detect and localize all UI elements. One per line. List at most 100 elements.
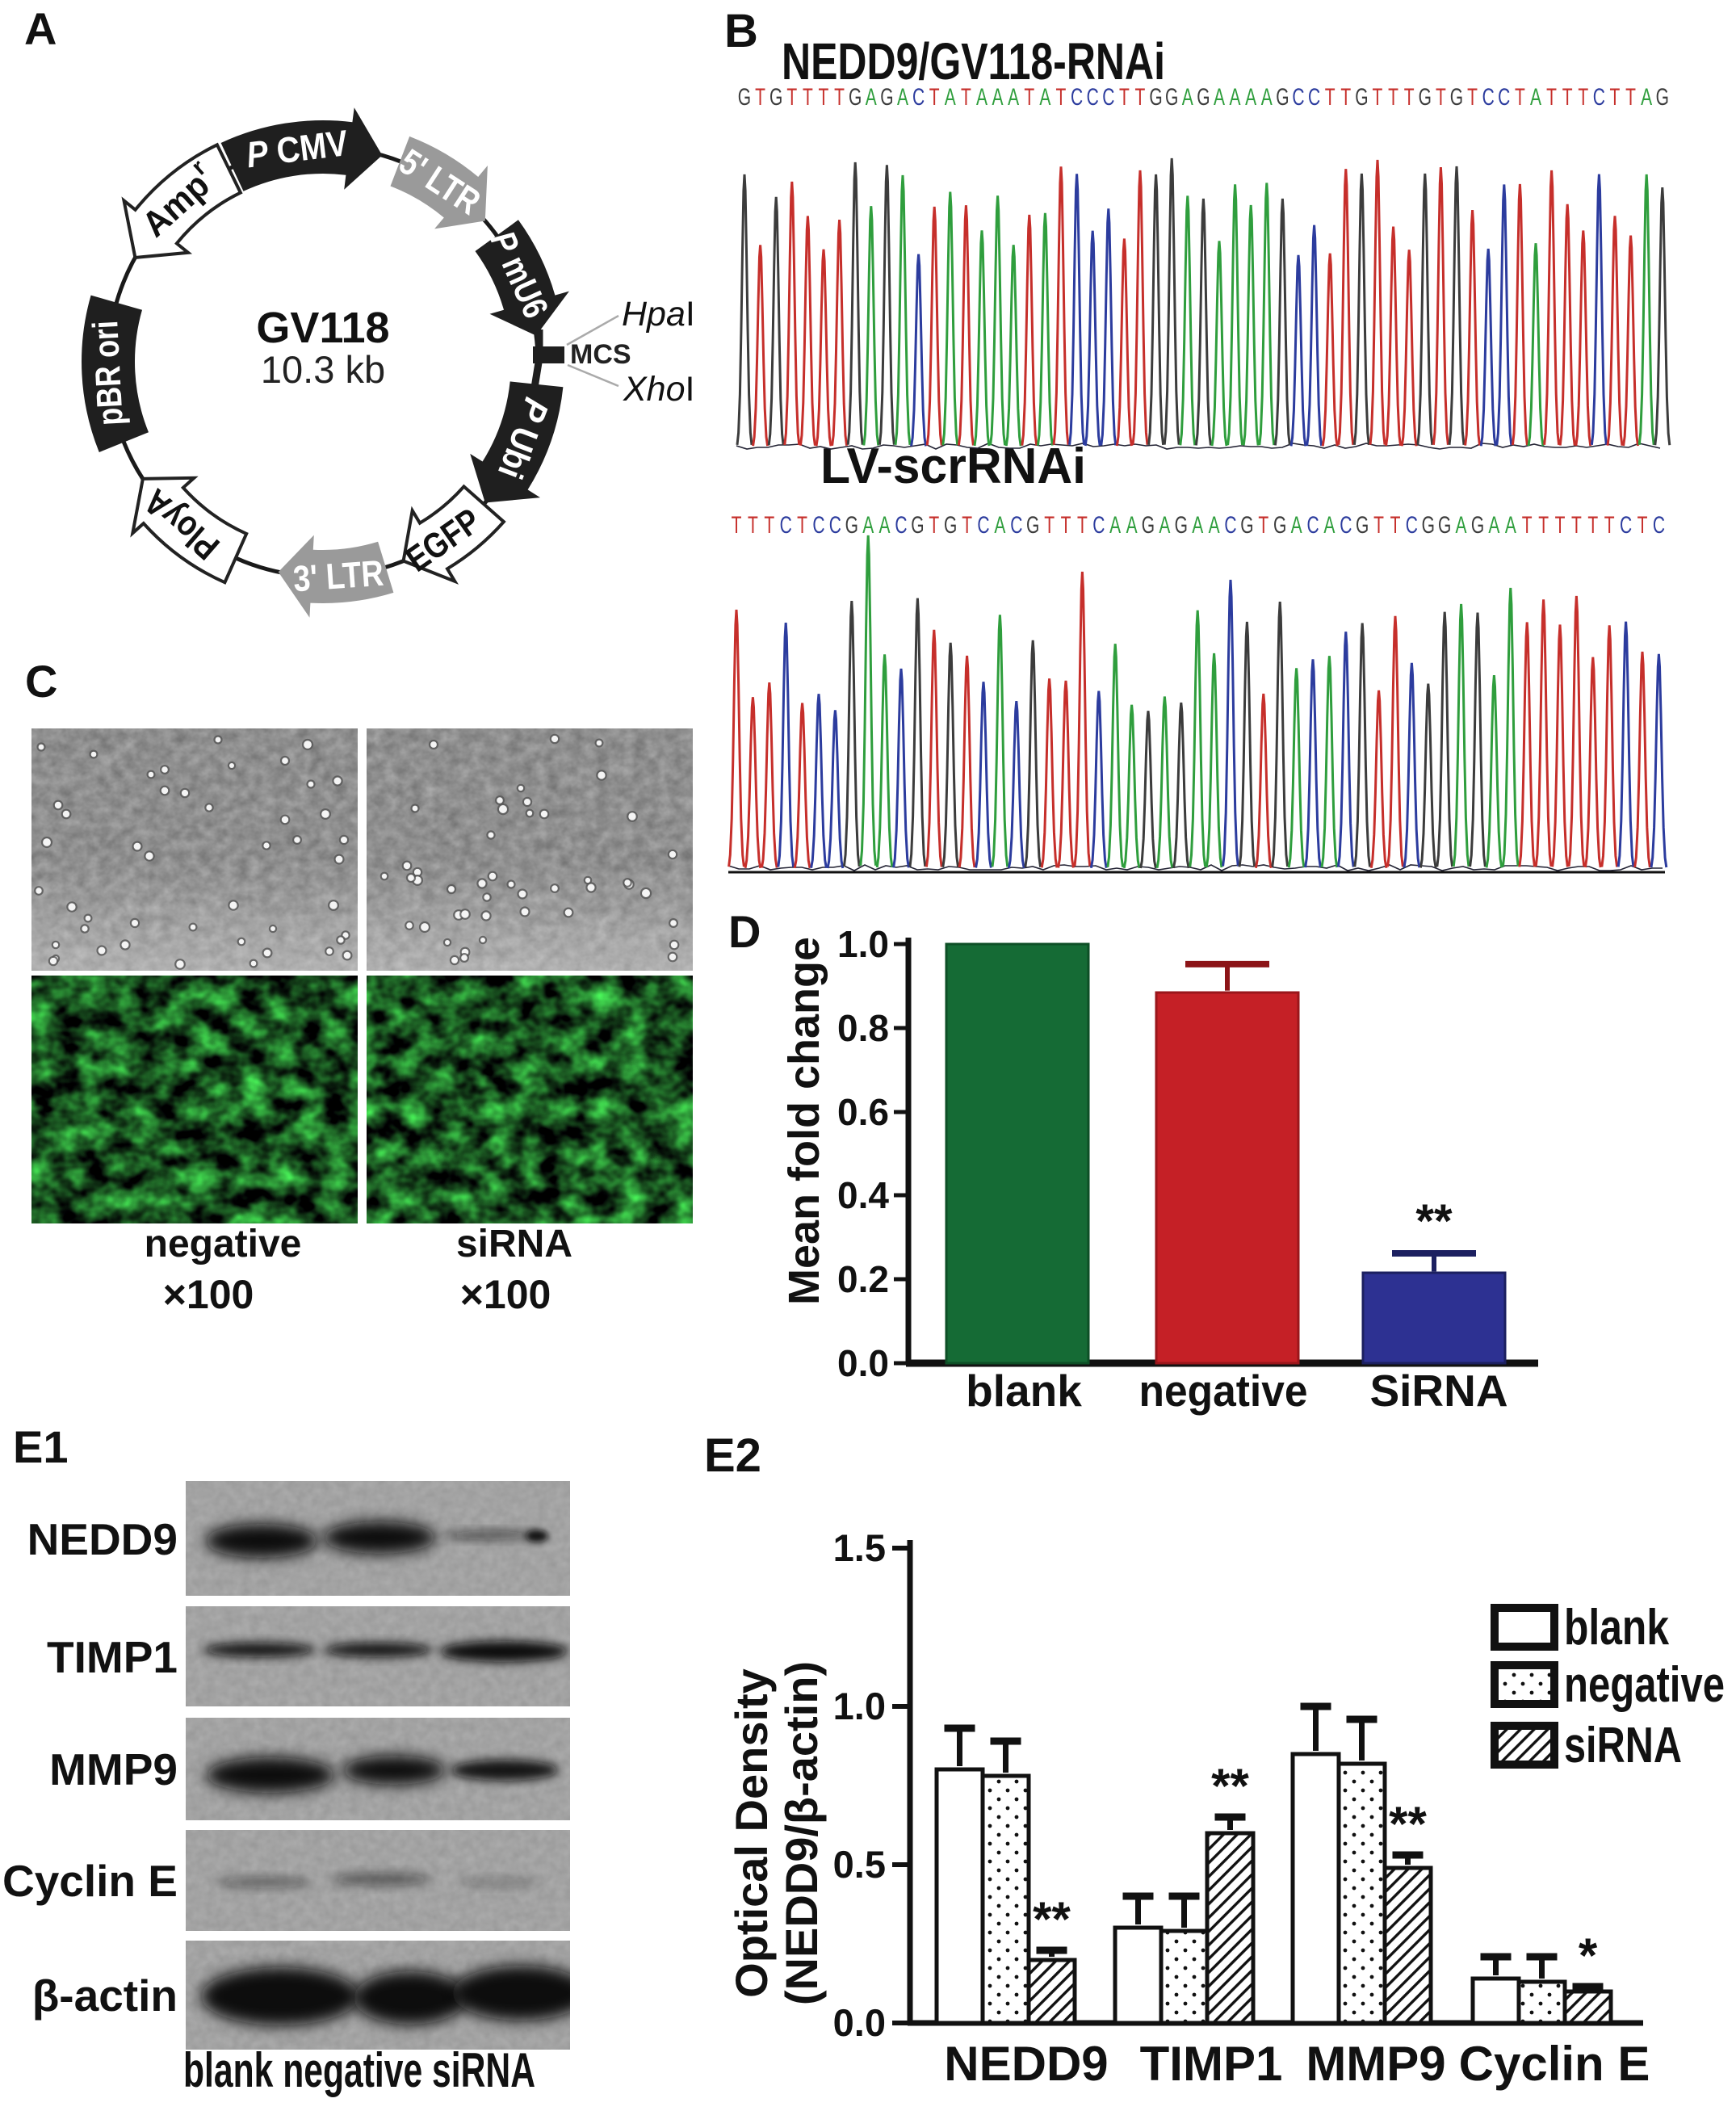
svg-text:C: C bbox=[780, 513, 792, 539]
svg-text:A: A bbox=[1291, 513, 1303, 539]
svg-text:A: A bbox=[1209, 513, 1221, 539]
svg-text:T: T bbox=[1515, 85, 1525, 111]
svg-text:LV-scrRNAi: LV-scrRNAi bbox=[820, 439, 1086, 494]
svg-text:0.4: 0.4 bbox=[837, 1174, 889, 1216]
svg-text:C: C bbox=[829, 513, 841, 539]
svg-text:C: C bbox=[1292, 85, 1304, 111]
svg-text:C: C bbox=[912, 85, 925, 111]
svg-text:G: G bbox=[1450, 85, 1463, 111]
svg-text:*: * bbox=[1579, 1928, 1598, 1983]
svg-text:G: G bbox=[1471, 513, 1484, 539]
svg-text:1.0: 1.0 bbox=[833, 1685, 886, 1727]
svg-text:C: C bbox=[977, 513, 989, 539]
svg-text:T: T bbox=[1625, 85, 1636, 111]
svg-text:C: C bbox=[1102, 85, 1114, 111]
svg-text:**: ** bbox=[1389, 1797, 1427, 1851]
svg-text:Cyclin E: Cyclin E bbox=[2, 1856, 178, 1906]
svg-text:A: A bbox=[992, 85, 1004, 111]
svg-text:pBR ori: pBR ori bbox=[86, 320, 131, 426]
svg-text:G: G bbox=[1149, 85, 1162, 111]
svg-text:T: T bbox=[1587, 513, 1598, 539]
svg-text:T: T bbox=[1562, 85, 1573, 111]
svg-text:G: G bbox=[738, 85, 751, 111]
svg-text:A: A bbox=[1456, 513, 1468, 539]
svg-text:Cyclin E: Cyclin E bbox=[1459, 2037, 1650, 2091]
svg-text:blank: blank bbox=[966, 1366, 1082, 1416]
svg-text:**: ** bbox=[1415, 1195, 1453, 1248]
svg-text:T: T bbox=[1077, 513, 1088, 539]
svg-text:G: G bbox=[845, 513, 858, 539]
svg-text:A: A bbox=[1230, 85, 1242, 111]
svg-text:A: A bbox=[1109, 513, 1122, 539]
svg-text:NEDD9: NEDD9 bbox=[27, 1514, 178, 1564]
svg-text:A: A bbox=[1039, 85, 1051, 111]
svg-text:TIMP1: TIMP1 bbox=[1140, 2037, 1283, 2091]
svg-text:T: T bbox=[1135, 85, 1146, 111]
svg-text:0.6: 0.6 bbox=[837, 1091, 889, 1133]
svg-text:blank negative siRNA: blank negative siRNA bbox=[183, 2043, 535, 2097]
svg-text:A: A bbox=[866, 85, 878, 111]
svg-text:×100: ×100 bbox=[460, 1272, 551, 1317]
svg-text:G: G bbox=[911, 513, 924, 539]
svg-text:G: G bbox=[1355, 85, 1368, 111]
svg-text:T: T bbox=[764, 513, 774, 539]
svg-text:C: C bbox=[1406, 513, 1418, 539]
svg-text:T: T bbox=[1340, 85, 1351, 111]
svg-text:G: G bbox=[1165, 85, 1178, 111]
svg-text:blank: blank bbox=[1564, 1600, 1669, 1656]
svg-text:MMP9: MMP9 bbox=[1306, 2037, 1445, 2091]
svg-text:T: T bbox=[797, 513, 807, 539]
svg-text:β-actin: β-actin bbox=[32, 1970, 178, 2021]
svg-text:HpaI: HpaI bbox=[622, 295, 695, 334]
svg-text:T: T bbox=[786, 85, 797, 111]
svg-text:T: T bbox=[1388, 85, 1398, 111]
svg-text:E1: E1 bbox=[13, 1421, 69, 1472]
svg-text:A: A bbox=[1641, 85, 1653, 111]
svg-text:SiRNA: SiRNA bbox=[1369, 1366, 1507, 1416]
svg-text:G: G bbox=[1026, 513, 1039, 539]
svg-text:G: G bbox=[769, 85, 782, 111]
svg-text:Mean fold change: Mean fold change bbox=[780, 937, 828, 1305]
svg-text:A: A bbox=[879, 513, 891, 539]
svg-text:A: A bbox=[976, 85, 988, 111]
svg-text:A: A bbox=[1192, 513, 1204, 539]
svg-text:**: ** bbox=[1211, 1759, 1249, 1813]
svg-text:A: A bbox=[1530, 85, 1542, 111]
svg-text:T: T bbox=[1538, 513, 1549, 539]
svg-text:T: T bbox=[929, 513, 939, 539]
svg-text:G: G bbox=[1419, 85, 1432, 111]
svg-text:C: C bbox=[1087, 85, 1099, 111]
svg-text:C: C bbox=[895, 513, 907, 539]
svg-text:T: T bbox=[755, 85, 765, 111]
svg-text:A: A bbox=[24, 3, 57, 54]
svg-text:G: G bbox=[1422, 513, 1435, 539]
svg-text:T: T bbox=[1061, 513, 1071, 539]
svg-text:10.3 kb: 10.3 kb bbox=[261, 348, 385, 391]
svg-text:C: C bbox=[1071, 85, 1083, 111]
svg-text:G: G bbox=[1175, 513, 1188, 539]
svg-text:T: T bbox=[1390, 513, 1401, 539]
svg-text:T: T bbox=[1610, 85, 1621, 111]
svg-text:1.0: 1.0 bbox=[837, 923, 889, 965]
svg-text:(NEDD9/β-actin): (NEDD9/β-actin) bbox=[776, 1661, 827, 2005]
svg-text:TIMP1: TIMP1 bbox=[47, 1632, 178, 1682]
svg-text:C: C bbox=[1308, 85, 1320, 111]
svg-text:siRNA: siRNA bbox=[456, 1223, 572, 1265]
svg-text:0.0: 0.0 bbox=[833, 2001, 886, 2044]
svg-text:T: T bbox=[1404, 85, 1415, 111]
svg-text:C: C bbox=[25, 656, 57, 707]
svg-text:C: C bbox=[1224, 513, 1236, 539]
svg-text:A: A bbox=[862, 513, 874, 539]
svg-text:T: T bbox=[1637, 513, 1648, 539]
svg-text:A: A bbox=[1261, 85, 1273, 111]
svg-text:A: A bbox=[897, 85, 909, 111]
svg-text:T: T bbox=[819, 85, 829, 111]
svg-text:T: T bbox=[732, 513, 742, 539]
svg-text:T: T bbox=[1571, 513, 1582, 539]
svg-text:T: T bbox=[748, 513, 758, 539]
svg-text:T: T bbox=[929, 85, 940, 111]
svg-text:T: T bbox=[1522, 513, 1533, 539]
svg-text:A: A bbox=[1126, 513, 1138, 539]
svg-text:A: A bbox=[1488, 513, 1500, 539]
svg-text:T: T bbox=[1546, 85, 1557, 111]
